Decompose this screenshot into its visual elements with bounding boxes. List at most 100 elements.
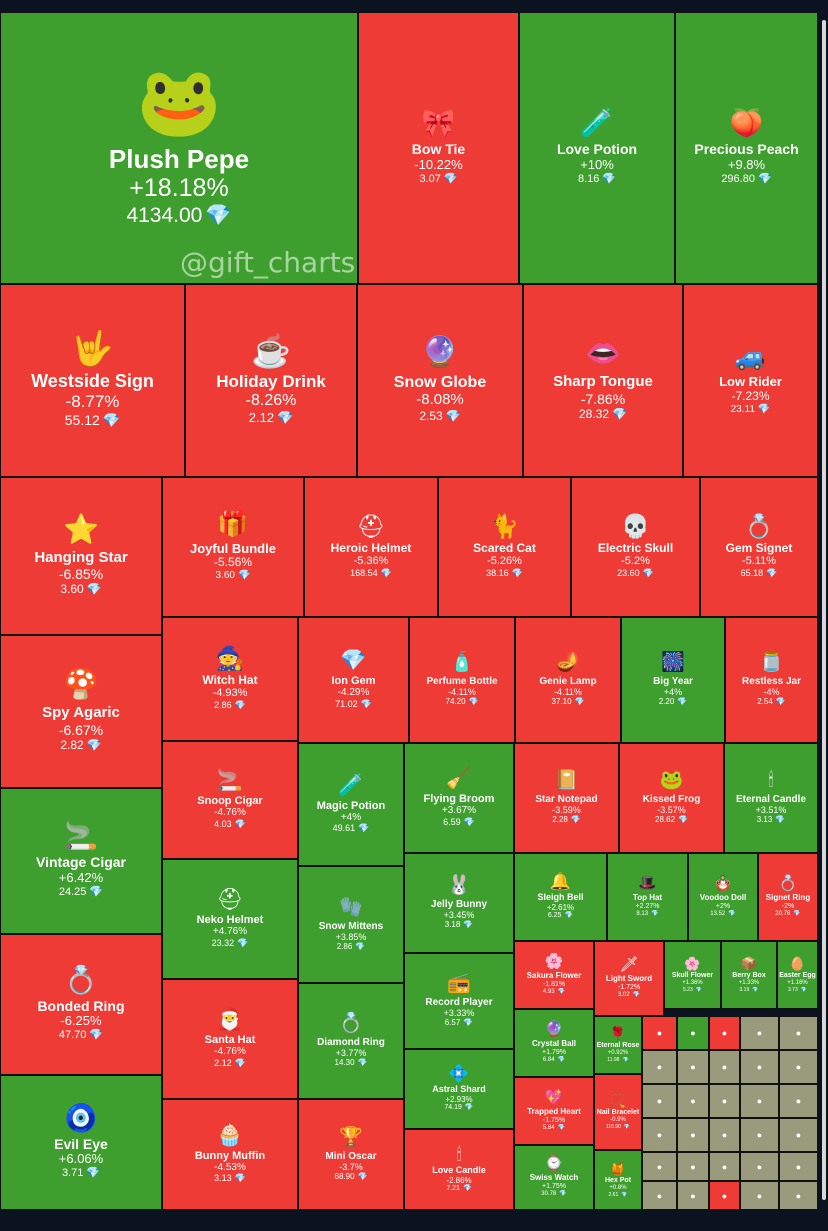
tile-small[interactable]: ● xyxy=(642,1084,677,1118)
tile-light-sword[interactable]: 🗡 Light Sword -1.72% 3.02 💎 xyxy=(594,941,664,1016)
tile-name: Precious Peach xyxy=(694,141,799,158)
tile-ion-gem[interactable]: 💎 Ion Gem -4.29% 71.02 💎 xyxy=(298,617,409,743)
tile-small[interactable]: ● xyxy=(740,1181,779,1210)
tile-small[interactable]: ● xyxy=(779,1016,818,1050)
tile-holiday-drink[interactable]: ☕ Holiday Drink -8.26% 2.12 💎 xyxy=(185,284,357,477)
tile-price: 6.84 💎 xyxy=(543,1057,565,1064)
tile-small[interactable]: ● xyxy=(677,1152,709,1181)
scrollbar-thumb[interactable] xyxy=(822,20,826,1200)
tile-small[interactable]: ● xyxy=(740,1118,779,1152)
tile-swiss-watch[interactable]: ⌚ Swiss Watch +1.75% 30.78 💎 xyxy=(514,1145,594,1210)
tile-vintage-cigar[interactable]: 🚬 Vintage Cigar +6.42% 24.25 💎 xyxy=(0,788,162,934)
tile-scared-cat[interactable]: 🐈 Scared Cat -5.26% 38.16 💎 xyxy=(438,477,571,617)
tile-skull-flower[interactable]: 🌸 Skull Flower +1.36% 5.23 💎 xyxy=(664,941,721,1009)
tile-small[interactable]: ● xyxy=(740,1152,779,1181)
tile-small[interactable]: ● xyxy=(677,1118,709,1152)
tile-spy-agaric[interactable]: 🍄 Spy Agaric -6.67% 2.82 💎 xyxy=(0,635,162,788)
tile-westside-sign[interactable]: 🤟 Westside Sign -8.77% 55.12 💎 xyxy=(0,284,185,477)
tile-witch-hat[interactable]: 🧙 Witch Hat -4.93% 2.86 💎 xyxy=(162,617,298,741)
tile-restless-jar[interactable]: 🫙 Restless Jar -4% 2.54 💎 xyxy=(725,617,818,743)
tile-santa-hat[interactable]: 🎅 Santa Hat -4.76% 2.12 💎 xyxy=(162,979,298,1099)
tile-eternal-candle[interactable]: 🕯 Eternal Candle +3.51% 3.13 💎 xyxy=(724,743,818,853)
tile-precious-peach[interactable]: 🍑 Precious Peach +9.8% 296.80 💎 xyxy=(675,12,818,284)
diamond-icon: 💎 xyxy=(234,818,246,829)
tile-voodoo-doll[interactable]: 🪆 Voodoo Doll +2% 13.52 💎 xyxy=(688,853,758,941)
tile-crystal-ball[interactable]: 🔮 Crystal Ball +1.79% 6.84 💎 xyxy=(514,1009,594,1077)
tile-small[interactable]: ● xyxy=(642,1152,677,1181)
tile-small[interactable]: ● xyxy=(709,1084,740,1118)
tile-change: +2% xyxy=(715,902,731,910)
tile-star-notepad[interactable]: 📔 Star Notepad -3.59% 2.28 💎 xyxy=(514,743,619,853)
tile-small[interactable]: ● xyxy=(709,1016,740,1050)
tile-easter-egg[interactable]: 🥚 Easter Egg +1.16% 3.73 💎 xyxy=(777,941,818,1009)
tile-perfume-bottle[interactable]: 🧴 Perfume Bottle -4.11% 74.20 💎 xyxy=(409,617,515,743)
tile-small[interactable]: ● xyxy=(709,1152,740,1181)
diamond-icon: 💎 xyxy=(238,570,251,582)
tile-evil-eye[interactable]: 🧿 Evil Eye +6.06% 3.71 💎 xyxy=(0,1075,162,1210)
tile-plush-pepe[interactable]: 🐸 Plush Pepe +18.18% 4134.00 💎 xyxy=(0,12,358,284)
tile-small[interactable]: ● xyxy=(779,1152,818,1181)
tile-genie-lamp[interactable]: 🪔 Genie Lamp -4.11% 37.10 💎 xyxy=(515,617,621,743)
tile-sleigh-bell[interactable]: 🔔 Sleigh Bell +2.61% 6.25 💎 xyxy=(514,853,607,941)
tile-berry-box[interactable]: 📦 Berry Box +1.33% 3.19 💎 xyxy=(721,941,777,1009)
tile-hex-pot[interactable]: 🍯 Hex Pot +0.8% 2.61 💎 xyxy=(594,1150,642,1210)
diamond-icon: 💎 xyxy=(237,937,249,948)
tile-small[interactable]: ● xyxy=(677,1050,709,1084)
tile-astral-shard[interactable]: 💠 Astral Shard +2.93% 74.19 💎 xyxy=(404,1049,514,1129)
tile-price-value: 71.02 xyxy=(335,698,358,709)
tile-snow-mittens[interactable]: 🧤 Snow Mittens +3.85% 2.86 💎 xyxy=(298,866,404,983)
tile-small[interactable]: ● xyxy=(740,1016,779,1050)
tile-sakura-flower[interactable]: 🌸 Sakura Flower -1.81% 4.93 💎 xyxy=(514,941,594,1009)
tile-snow-globe[interactable]: 🔮 Snow Globe -8.08% 2.53 💎 xyxy=(357,284,523,477)
tile-small[interactable]: ● xyxy=(779,1050,818,1084)
tile-small[interactable]: ● xyxy=(677,1084,709,1118)
tile-love-candle[interactable]: 🕯 Love Candle -2.86% 7.21 💎 xyxy=(404,1129,514,1210)
tile-bunny-muffin[interactable]: 🧁 Bunny Muffin -4.53% 3.13 💎 xyxy=(162,1099,298,1210)
tile-hanging-star[interactable]: ⭐ Hanging Star -6.85% 3.60 💎 xyxy=(0,477,162,635)
tile-bow-tie[interactable]: 🎀 Bow Tie -10.22% 3.07 💎 xyxy=(358,12,519,284)
tile-neko-helmet[interactable]: ⛑ Neko Helmet +4.76% 23.32 💎 xyxy=(162,859,298,979)
tile-small[interactable]: ● xyxy=(642,1016,677,1050)
tile-small[interactable]: ● xyxy=(709,1118,740,1152)
tile-electric-skull[interactable]: 💀 Electric Skull -5.2% 23.60 💎 xyxy=(571,477,700,617)
tile-small[interactable]: ● xyxy=(642,1050,677,1084)
tile-price: 74.19 💎 xyxy=(444,1104,473,1112)
tile-joyful-bundle[interactable]: 🎁 Joyful Bundle -5.56% 3.60 💎 xyxy=(162,477,304,617)
tile-small[interactable]: ● xyxy=(709,1181,740,1210)
tile-bonded-ring[interactable]: 💍 Bonded Ring -6.25% 47.70 💎 xyxy=(0,934,162,1075)
tile-love-potion[interactable]: 🧪 Love Potion +10% 8.16 💎 xyxy=(519,12,675,284)
tile-low-rider[interactable]: 🚙 Low Rider -7.23% 23.11 💎 xyxy=(683,284,818,477)
tile-top-hat[interactable]: 🎩 Top Hat +2.27% 8.13 💎 xyxy=(607,853,688,941)
tile-price: 28.32 💎 xyxy=(579,407,627,421)
tile-small[interactable]: ● xyxy=(779,1181,818,1210)
tile-small[interactable]: ● xyxy=(740,1084,779,1118)
tile-price: 2.12 💎 xyxy=(249,410,294,426)
tile-small[interactable]: ● xyxy=(779,1118,818,1152)
tile-magic-potion[interactable]: 🧪 Magic Potion +4% 49.61 💎 xyxy=(298,743,404,866)
tile-flying-broom[interactable]: 🧹 Flying Broom +3.67% 6.59 💎 xyxy=(404,743,514,853)
tile-small[interactable]: ● xyxy=(709,1050,740,1084)
tile-price-value: 3.19 xyxy=(739,986,750,993)
tile-mini-oscar[interactable]: 🏆 Mini Oscar -3.7% 68.90 💎 xyxy=(298,1099,404,1210)
tile-small[interactable]: ● xyxy=(642,1118,677,1152)
tile-small[interactable]: ● xyxy=(642,1181,677,1210)
tile-small[interactable]: ● xyxy=(677,1016,709,1050)
tile-diamond-ring[interactable]: 💍 Diamond Ring +3.77% 14.30 💎 xyxy=(298,983,404,1099)
tile-price: 8.13 💎 xyxy=(636,911,658,918)
tile-small[interactable]: ● xyxy=(779,1084,818,1118)
tile-trapped-heart[interactable]: 💖 Trapped Heart -1.75% 5.84 💎 xyxy=(514,1077,594,1145)
tile-small[interactable]: ● xyxy=(740,1050,779,1084)
tile-nail-bracelet[interactable]: 📿 Nail Bracelet -0.9% 115.90 💎 xyxy=(594,1074,642,1150)
tile-sharp-tongue[interactable]: 👄 Sharp Tongue -7.86% 28.32 💎 xyxy=(523,284,683,477)
tile-jelly-bunny[interactable]: 🐰 Jelly Bunny +3.45% 3.18 💎 xyxy=(404,853,514,953)
tile-record-player[interactable]: 📻 Record Player +3.33% 6.57 💎 xyxy=(404,953,514,1049)
tile-eternal-rose[interactable]: 🌹 Eternal Rose +0.92% 11.98 💎 xyxy=(594,1016,642,1074)
tile-gem-signet[interactable]: 💍 Gem Signet -5.11% 65.18 💎 xyxy=(700,477,818,617)
tile-heroic-helmet[interactable]: ⛑ Heroic Helmet -5.36% 168.54 💎 xyxy=(304,477,438,617)
tile-big-year[interactable]: 🎆 Big Year +4% 2.20 💎 xyxy=(621,617,725,743)
tile-small[interactable]: ● xyxy=(677,1181,709,1210)
scrollbar[interactable] xyxy=(820,20,828,1200)
tile-signet-ring[interactable]: 💍 Signet Ring -2% 20.78 💎 xyxy=(758,853,818,941)
tile-kissed-frog[interactable]: 🐸 Kissed Frog -3.57% 28.62 💎 xyxy=(619,743,724,853)
tile-snoop-cigar[interactable]: 🚬 Snoop Cigar -4.76% 4.03 💎 xyxy=(162,741,298,859)
